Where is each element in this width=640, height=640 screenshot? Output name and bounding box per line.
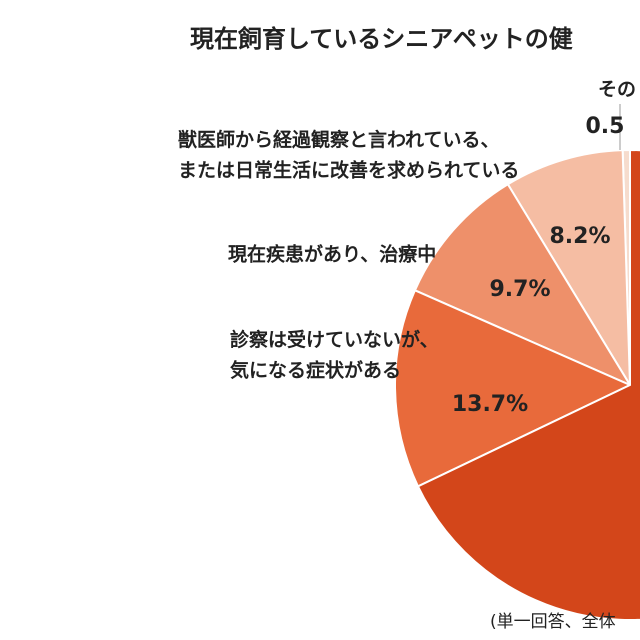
footnote: (単一回答、全体 [490, 612, 616, 632]
pie-slice [506, 149, 632, 389]
slice-label: 診察は受けていないが、気になる症状がある [230, 328, 439, 381]
pie-slice [416, 148, 640, 621]
value-label: 8.2% [549, 224, 610, 249]
value-label: 0.5 [586, 114, 625, 139]
chart-title: 現在飼育しているシニアペットの健 [190, 25, 573, 53]
slice-label: 獣医師から経過観察と言われている、または日常生活に改善を求められている [178, 128, 519, 181]
pie-slice [394, 288, 633, 488]
slice-label: その [598, 79, 636, 101]
value-label: 13.7% [452, 392, 528, 417]
pie-slice [413, 182, 633, 388]
pie [394, 148, 640, 621]
value-label: 9.7% [489, 277, 550, 302]
slice-label: 現在疾患があり、治療中 [228, 243, 436, 266]
